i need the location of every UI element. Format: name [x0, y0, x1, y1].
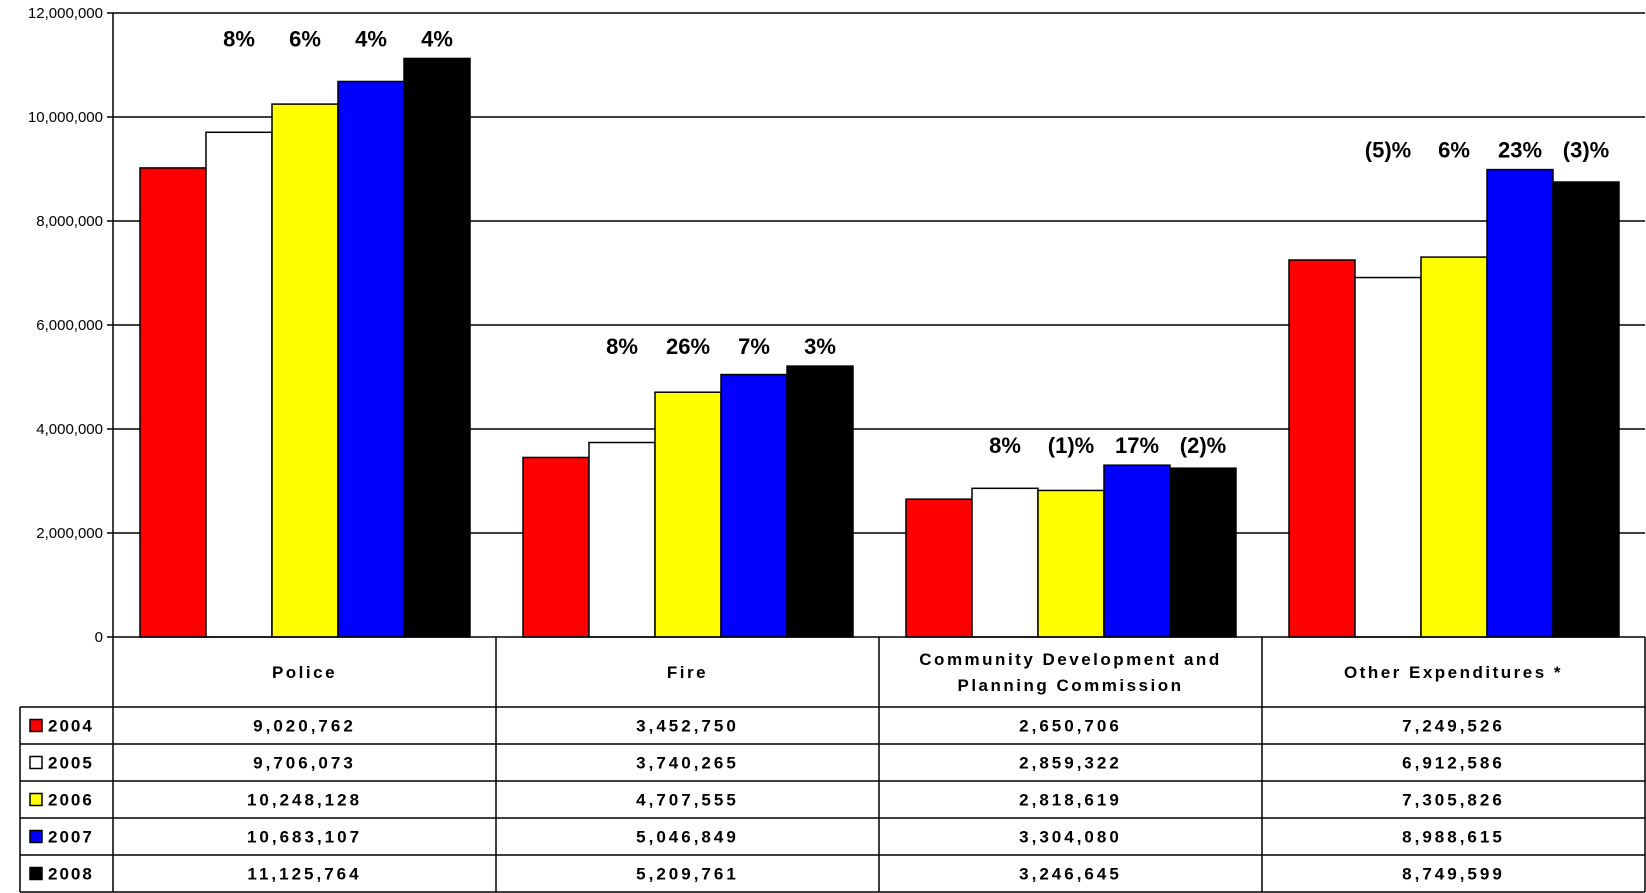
- table-cell: 8,988,615: [1402, 828, 1505, 847]
- bar: [654, 391, 722, 638]
- category-label: Community Development and: [919, 650, 1221, 669]
- table-cell: 7,305,826: [1402, 791, 1505, 810]
- bar: [1354, 276, 1422, 638]
- legend-label: 2008: [48, 865, 94, 884]
- table-cell: 9,706,073: [253, 754, 356, 773]
- bar: [139, 167, 207, 638]
- legend-label: 2006: [48, 791, 94, 810]
- bar: [971, 487, 1039, 638]
- table-cell: 3,304,080: [1019, 828, 1122, 847]
- table-cell: 3,740,265: [636, 754, 739, 773]
- bar: [337, 80, 405, 638]
- bar: [205, 131, 273, 638]
- percent-change-label: 17%: [1115, 433, 1159, 458]
- percent-change-label: 7%: [738, 334, 770, 359]
- y-axis-tick-labels: 0 2,000,000 4,000,000 6,000,000 8,000,000 10,…: [28, 5, 103, 646]
- table-cell: 5,046,849: [636, 828, 739, 847]
- y-tick-label: 10,000,000: [28, 109, 103, 126]
- legend-label: 2007: [48, 828, 94, 847]
- table-cell: 6,912,586: [1402, 754, 1505, 773]
- bar: [1288, 259, 1356, 638]
- legend-swatch: [29, 866, 43, 881]
- y-tick-label: 12,000,000: [28, 5, 103, 22]
- bar: [905, 498, 973, 638]
- percent-change-label: 4%: [355, 26, 387, 51]
- legend-label: 2004: [48, 717, 94, 736]
- y-tick-label: 6,000,000: [36, 317, 103, 334]
- table-cell: 7,249,526: [1402, 717, 1505, 736]
- category-label: Police: [272, 663, 337, 682]
- legend-swatch: [29, 792, 43, 807]
- percent-change-label: 8%: [606, 334, 638, 359]
- percent-change-labels: 8% 6% 4% 4% 8% 26% 7% 3% 8% (1)% 17% (2)% (5)% 6% 23% (…: [223, 26, 1609, 458]
- percent-change-label: 4%: [421, 26, 453, 51]
- bars: [139, 57, 1620, 638]
- legend-swatch: [29, 755, 43, 770]
- category-label: Planning Commission: [957, 676, 1183, 695]
- bar: [720, 373, 788, 638]
- category-label: Other Expenditures *: [1344, 663, 1563, 682]
- bar: [1552, 181, 1620, 638]
- percent-change-label: 26%: [666, 334, 710, 359]
- y-tick-label: 2,000,000: [36, 525, 103, 542]
- table-cell: 3,452,750: [636, 717, 739, 736]
- y-tick-label: 0: [95, 629, 103, 646]
- table-cell: 2,859,322: [1019, 754, 1122, 773]
- bar: [1037, 489, 1105, 638]
- table-cell: 2,818,619: [1019, 791, 1122, 810]
- legend-label: 2005: [48, 754, 94, 773]
- bar: [786, 365, 854, 638]
- percent-change-label: 8%: [223, 26, 255, 51]
- percent-change-label: 6%: [1438, 138, 1470, 163]
- bar: [271, 103, 339, 638]
- bar: [588, 441, 656, 638]
- bar: [1420, 256, 1488, 638]
- table-cell: 11,125,764: [247, 865, 361, 884]
- y-tick-label: 4,000,000: [36, 421, 103, 438]
- legend-swatch: [29, 718, 43, 733]
- percent-change-label: 23%: [1498, 138, 1542, 163]
- percent-change-label: (2)%: [1180, 433, 1226, 458]
- percent-change-label: 8%: [989, 433, 1021, 458]
- bar: [1103, 464, 1171, 638]
- category-label: Fire: [667, 663, 708, 682]
- table-cell: 10,683,107: [247, 828, 362, 847]
- bar: [403, 57, 471, 638]
- percent-change-label: (1)%: [1048, 433, 1094, 458]
- table-cell: 5,209,761: [636, 865, 739, 884]
- bar: [1486, 168, 1554, 638]
- table-cell: 9,020,762: [253, 717, 356, 736]
- legend-swatch: [29, 829, 43, 844]
- bar: [522, 456, 590, 638]
- bar: [1169, 467, 1237, 638]
- percent-change-label: 6%: [289, 26, 321, 51]
- percent-change-label: 3%: [804, 334, 836, 359]
- table-cell: 2,650,706: [1019, 717, 1122, 736]
- table-cell: 4,707,555: [636, 791, 739, 810]
- percent-change-label: (5)%: [1365, 138, 1411, 163]
- table-cell: 3,246,645: [1019, 865, 1122, 884]
- table-cell: 10,248,128: [247, 791, 362, 810]
- percent-change-label: (3)%: [1563, 138, 1609, 163]
- table-cell: 8,749,599: [1402, 865, 1505, 884]
- data-table: Police Fire Community Development and Plann…: [19, 637, 1646, 893]
- y-tick-label: 8,000,000: [36, 213, 103, 230]
